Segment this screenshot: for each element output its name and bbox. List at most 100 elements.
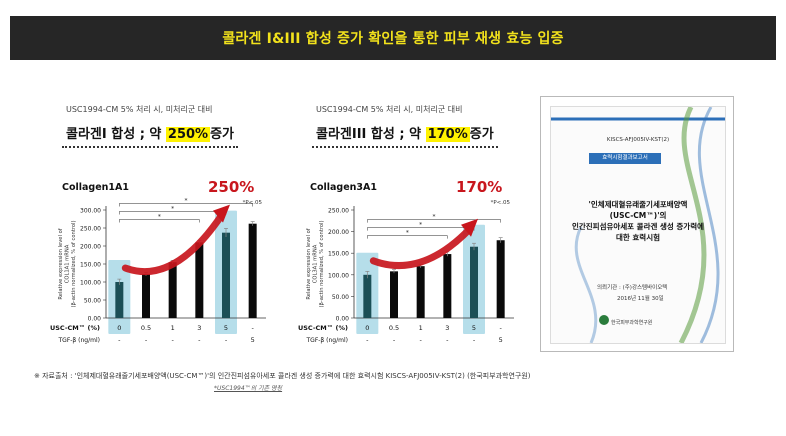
report-client: 의뢰기관 : (주)강스템바이오텍: [597, 285, 668, 291]
y-tick-label: 200.00: [80, 244, 101, 251]
panel-headline: 콜라겐I 합성 ; 약 250% 증가: [62, 121, 238, 148]
tgf-value: 5: [251, 336, 255, 344]
panel-condition: USC1994-CM 5% 처리 시, 미처리군 대비: [316, 105, 463, 114]
bar: [142, 274, 150, 318]
chart-annotation: 250%: [208, 178, 254, 196]
banner-title: 콜라겐 I&III 합성 증가 확인을 통한 피부 재생 효능 입증: [222, 31, 564, 47]
headline-percent: 250%: [165, 127, 211, 142]
increase-arrowhead: [461, 218, 478, 237]
report-cover: KISCS-AFJ005IV-KST(2) 효력시험결과보고서 '인체제대혈유래…: [540, 96, 734, 352]
significance-bracket: [119, 203, 253, 207]
report-title-line: 인간진피섬유아세포 콜라겐 생성 증가력에: [571, 222, 705, 231]
panel-headline: 콜라겐III 합성 ; 약 170% 증가: [312, 121, 498, 148]
significance-bracket: [367, 227, 475, 231]
chart-collagen3a1: Collagen3A1 170% 0.00 50.00 100.00 150.00 200.…: [298, 178, 514, 344]
footnote-subnote: *USC1994™의 기존 명칭: [214, 385, 283, 392]
panel-condition: USC1994-CM 5% 처리 시, 미처리군 대비: [66, 105, 213, 114]
row-label-usc: USC-CM™ (%): [50, 324, 100, 332]
report-org: 한국피부과학연구원: [611, 320, 653, 326]
report-id: KISCS-AFJ005IV-KST(2): [606, 137, 670, 143]
tgf-value: -: [198, 336, 201, 344]
chart-collagen1a1: Collagen1A1 250% 0.00 50.00 100.00 150.00 200.…: [50, 178, 266, 344]
increase-arrow: [121, 211, 226, 276]
chart-title: Collagen1A1: [62, 182, 129, 193]
significance-star: *: [406, 230, 409, 237]
tgf-value: -: [446, 336, 449, 344]
tgf-value: 5: [499, 336, 503, 344]
bar: [115, 282, 124, 318]
y-tick-label: 250.00: [80, 226, 101, 233]
y-tick-label: 50.00: [332, 294, 349, 301]
y-tick-label: 100.00: [80, 280, 101, 287]
significance-label: *P<.05: [491, 200, 511, 206]
bar: [443, 254, 452, 318]
headline-prefix: 콜라겐III 합성 ; 약: [316, 127, 426, 142]
significance-star: *: [433, 214, 436, 221]
significance-bracket: [119, 219, 200, 223]
significance-bracket: [367, 235, 448, 239]
bar: [416, 266, 425, 318]
significance-star: *: [171, 206, 174, 213]
report-title: '인체제대혈유래줄기세포배양액 (USC-CM™)'의 인간진피섬유아세포 콜라…: [565, 199, 711, 243]
tgf-value: -: [393, 336, 396, 344]
y-axis-label: Relative expression level ofCOL1A1 mRNA(…: [58, 220, 77, 307]
bar: [248, 223, 257, 318]
y-tick-label: 250.00: [328, 208, 349, 215]
bar: [470, 246, 478, 318]
row-label-tgf: TGF-β (ng/ml): [306, 337, 349, 344]
significance-star: *: [419, 222, 422, 229]
x-tick-label: -: [251, 324, 254, 332]
bar: [390, 271, 398, 318]
bar: [363, 274, 372, 318]
footnote-source: ※ 자료출처 : '인체제대혈유래줄기세포배양액(USC-CM™)'의 인간진피…: [34, 372, 531, 380]
y-tick-label: 200.00: [328, 229, 349, 236]
tgf-value: -: [419, 336, 422, 344]
significance-star: *: [158, 214, 161, 221]
headline-suffix: 증가: [210, 127, 234, 142]
x-tick-label: 3: [445, 324, 449, 332]
x-tick-label: -: [499, 324, 502, 332]
tgf-value: -: [145, 336, 148, 344]
y-tick-label: 150.00: [328, 251, 349, 258]
bar: [195, 242, 204, 318]
x-tick-label: 0: [365, 324, 369, 332]
x-tick-label: 1: [171, 324, 175, 332]
headline-prefix: 콜라겐I 합성 ; 약: [66, 127, 166, 142]
tgf-value: -: [366, 336, 369, 344]
chart-title: Collagen3A1: [310, 182, 377, 193]
significance-label: *P<.05: [243, 200, 263, 206]
y-tick-label: 100.00: [328, 272, 349, 279]
x-tick-label: 5: [224, 324, 228, 332]
report-title-line: (USC-CM™)'의: [609, 211, 667, 220]
header-banner: 콜라겐 I&III 합성 증가 확인을 통한 피부 재생 효능 입증: [10, 16, 776, 60]
report-title-line: '인체제대혈유래줄기세포배양액: [588, 200, 688, 209]
tgf-value: -: [118, 336, 121, 344]
significance-star: *: [185, 198, 188, 205]
bar: [496, 240, 505, 318]
increase-arrowhead: [213, 204, 230, 223]
report-logo-icon: [599, 315, 609, 325]
y-tick-label: 0.00: [336, 316, 350, 323]
report-decoration: [551, 107, 725, 343]
x-tick-label: 0.5: [141, 324, 151, 332]
x-tick-label: 5: [472, 324, 476, 332]
report-meta: 의뢰기관 : (주)강스템바이오텍 2016년 11월 30일: [597, 283, 667, 305]
bar: [222, 232, 230, 318]
increase-arrow: [369, 225, 474, 270]
report-badge: 효력시험결과보고서: [589, 153, 661, 164]
headline-percent: 170%: [425, 127, 470, 142]
bar: [168, 262, 177, 318]
x-tick-label: 3: [197, 324, 201, 332]
y-axis-label: Relative expression level ofCOL3A1 mRNA(…: [306, 220, 325, 307]
report-date: 2016년 11월 30일: [617, 296, 664, 302]
report-page: KISCS-AFJ005IV-KST(2) 효력시험결과보고서 '인체제대혈유래…: [550, 106, 726, 344]
tgf-value: -: [225, 336, 228, 344]
y-tick-label: 50.00: [84, 298, 101, 305]
x-tick-label: 1: [419, 324, 423, 332]
y-tick-label: 150.00: [80, 262, 101, 269]
tgf-value: -: [171, 336, 174, 344]
chart-annotation: 170%: [456, 178, 502, 196]
y-tick-label: 0.00: [88, 316, 102, 323]
panel-collagen1: USC1994-CM 5% 처리 시, 미처리군 대비 콜라겐I 합성 ; 약 …: [62, 104, 238, 148]
y-tick-label: 300.00: [80, 208, 101, 215]
